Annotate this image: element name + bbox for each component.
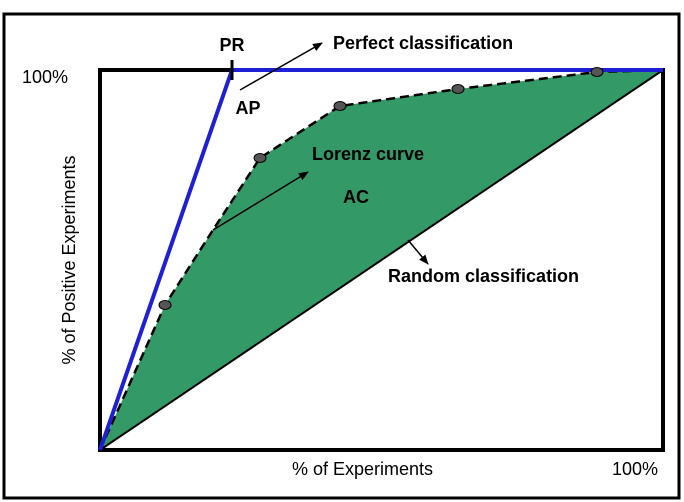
lorenz-curve [98, 68, 664, 451]
outer-frame [2, 12, 681, 500]
arrow [212, 171, 309, 231]
label-perfect: Perfect classification [333, 33, 513, 53]
label-lorenz: Lorenz curve [312, 144, 424, 164]
point [590, 67, 604, 77]
label-ap: AP [235, 98, 260, 118]
point [253, 153, 267, 163]
label-pr: PR [219, 35, 244, 55]
point [158, 300, 172, 310]
label-x-right: 100% [612, 459, 658, 479]
arrow [407, 239, 429, 265]
point [333, 101, 347, 111]
label-y-top: 100% [22, 67, 68, 87]
random-line [99, 69, 664, 451]
point [451, 84, 465, 94]
label-ac: AC [343, 187, 369, 207]
arrow [239, 42, 323, 91]
label-random: Random classification [388, 266, 579, 286]
y-axis-label: % of Positive Experiments [59, 155, 79, 364]
curve-points [158, 67, 604, 310]
x-axis-label: % of Experiments [292, 459, 433, 479]
